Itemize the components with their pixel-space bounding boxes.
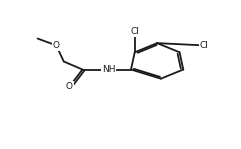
Text: NH: NH — [102, 65, 115, 74]
Text: O: O — [53, 41, 60, 50]
Text: Cl: Cl — [130, 27, 139, 36]
Text: O: O — [66, 82, 73, 91]
Text: Cl: Cl — [199, 41, 208, 50]
